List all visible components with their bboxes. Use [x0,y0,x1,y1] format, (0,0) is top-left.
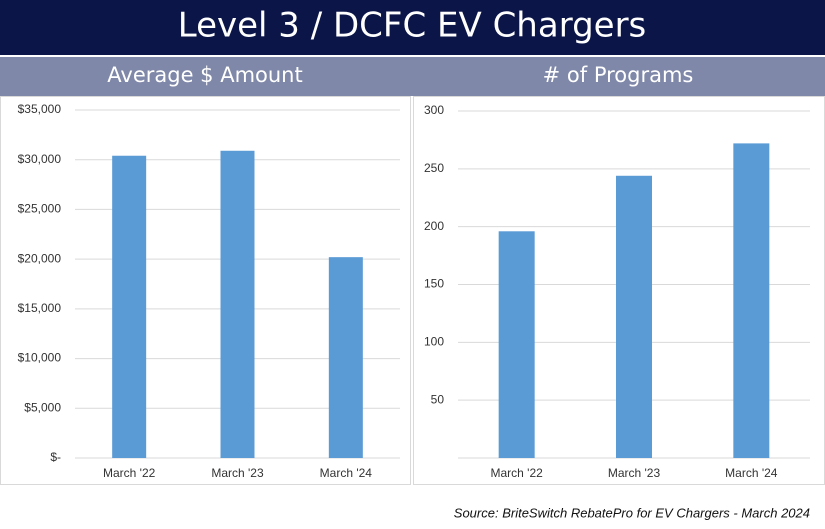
y-tick-label: $30,000 [18,152,62,166]
source-note: Source: BriteSwitch RebatePro for EV Cha… [454,505,810,520]
bar [498,231,535,458]
page-title: Level 3 / DCFC EV Chargers [178,6,647,46]
x-tick-label: March '23 [211,466,264,480]
x-tick-label: March '22 [103,466,156,480]
y-tick-label: 100 [424,335,444,349]
y-tick-label: $20,000 [18,251,62,265]
x-tick-label: March '23 [608,466,661,480]
x-tick-label: March '24 [320,466,373,480]
y-tick-label: 250 [424,161,444,175]
y-tick-label: $15,000 [18,301,62,315]
y-tick-label: 300 [424,103,444,117]
x-tick-label: March '22 [491,466,544,480]
y-tick-label: $5,000 [24,400,61,414]
chart-title: Average $ Amount [107,63,302,87]
bar [733,143,770,459]
bar [220,150,255,458]
y-tick-label: $10,000 [18,351,62,365]
bar [112,155,147,459]
bar [328,257,363,458]
x-tick-label: March '24 [725,466,778,480]
y-tick-label: $35,000 [18,102,62,116]
bar [616,175,652,459]
y-tick-label: 150 [424,277,444,291]
y-tick-label: 50 [431,392,445,406]
y-tick-label: $25,000 [18,202,62,216]
subtitle-band [0,57,825,96]
y-tick-label: 200 [424,219,444,233]
chart-title: # of Programs [543,63,694,87]
y-tick-label: $- [50,450,61,464]
header-band [0,0,825,55]
